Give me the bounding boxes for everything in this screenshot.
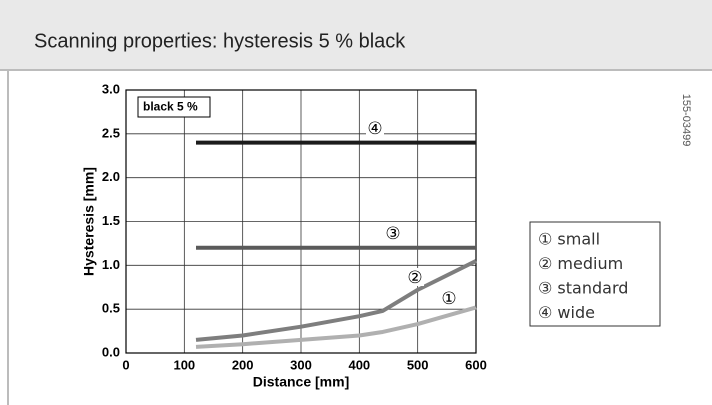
x-tick-label: 100 xyxy=(173,357,195,372)
annotation-bg xyxy=(406,268,424,286)
header-title: Scanning properties: hysteresis 5 % blac… xyxy=(34,30,406,52)
legend-frame xyxy=(529,221,661,327)
y-axis-label: Hysteresis [mm] xyxy=(81,167,97,276)
legend-entry: ① small xyxy=(538,230,600,249)
plot-frame xyxy=(125,89,477,354)
y-tick-label: 0.5 xyxy=(102,301,120,316)
x-tick-label: 200 xyxy=(232,357,254,372)
y-tick-label: 1.5 xyxy=(102,213,120,228)
y-tick-label: 2.5 xyxy=(102,125,120,140)
x-tick-label: 0 xyxy=(122,357,129,372)
y-tick-label: 2.0 xyxy=(102,169,120,184)
annotation: ③ xyxy=(385,224,400,244)
legend-entry: ④ wide xyxy=(538,303,595,322)
x-tick-label: 500 xyxy=(407,357,429,372)
box-label: black 5 % xyxy=(143,100,198,114)
y-tick-label: 0.0 xyxy=(102,344,120,359)
side-code: 155-03499 xyxy=(680,94,692,147)
y-tick-label: 3.0 xyxy=(102,81,120,96)
y-tick-label: 1.0 xyxy=(102,257,120,272)
annotation: ② xyxy=(407,268,422,288)
header-band xyxy=(0,0,712,70)
box-label-frame xyxy=(137,96,211,118)
annotation-bg xyxy=(440,289,458,307)
series-line xyxy=(195,259,477,342)
x-tick-label: 400 xyxy=(348,357,370,372)
annotation: ① xyxy=(441,289,456,309)
annotation-bg xyxy=(384,224,402,242)
legend-entry: ② medium xyxy=(538,254,623,273)
legend-entry: ③ standard xyxy=(538,279,628,298)
annotation-bg xyxy=(366,119,384,137)
x-axis-label: Distance [mm] xyxy=(253,374,349,390)
x-tick-label: 300 xyxy=(290,357,312,372)
series-line xyxy=(195,305,477,349)
x-tick-label: 600 xyxy=(465,357,487,372)
annotation: ④ xyxy=(367,119,382,139)
